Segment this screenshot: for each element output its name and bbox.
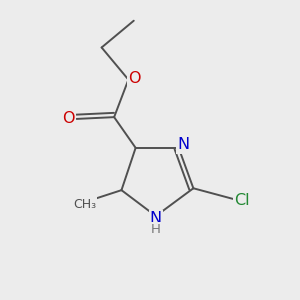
Text: N: N <box>150 212 162 226</box>
Text: O: O <box>129 71 141 86</box>
Text: N: N <box>177 137 189 152</box>
Text: CH₃: CH₃ <box>73 198 96 211</box>
Text: O: O <box>62 111 75 126</box>
Text: H: H <box>151 223 161 236</box>
Text: Cl: Cl <box>234 193 250 208</box>
